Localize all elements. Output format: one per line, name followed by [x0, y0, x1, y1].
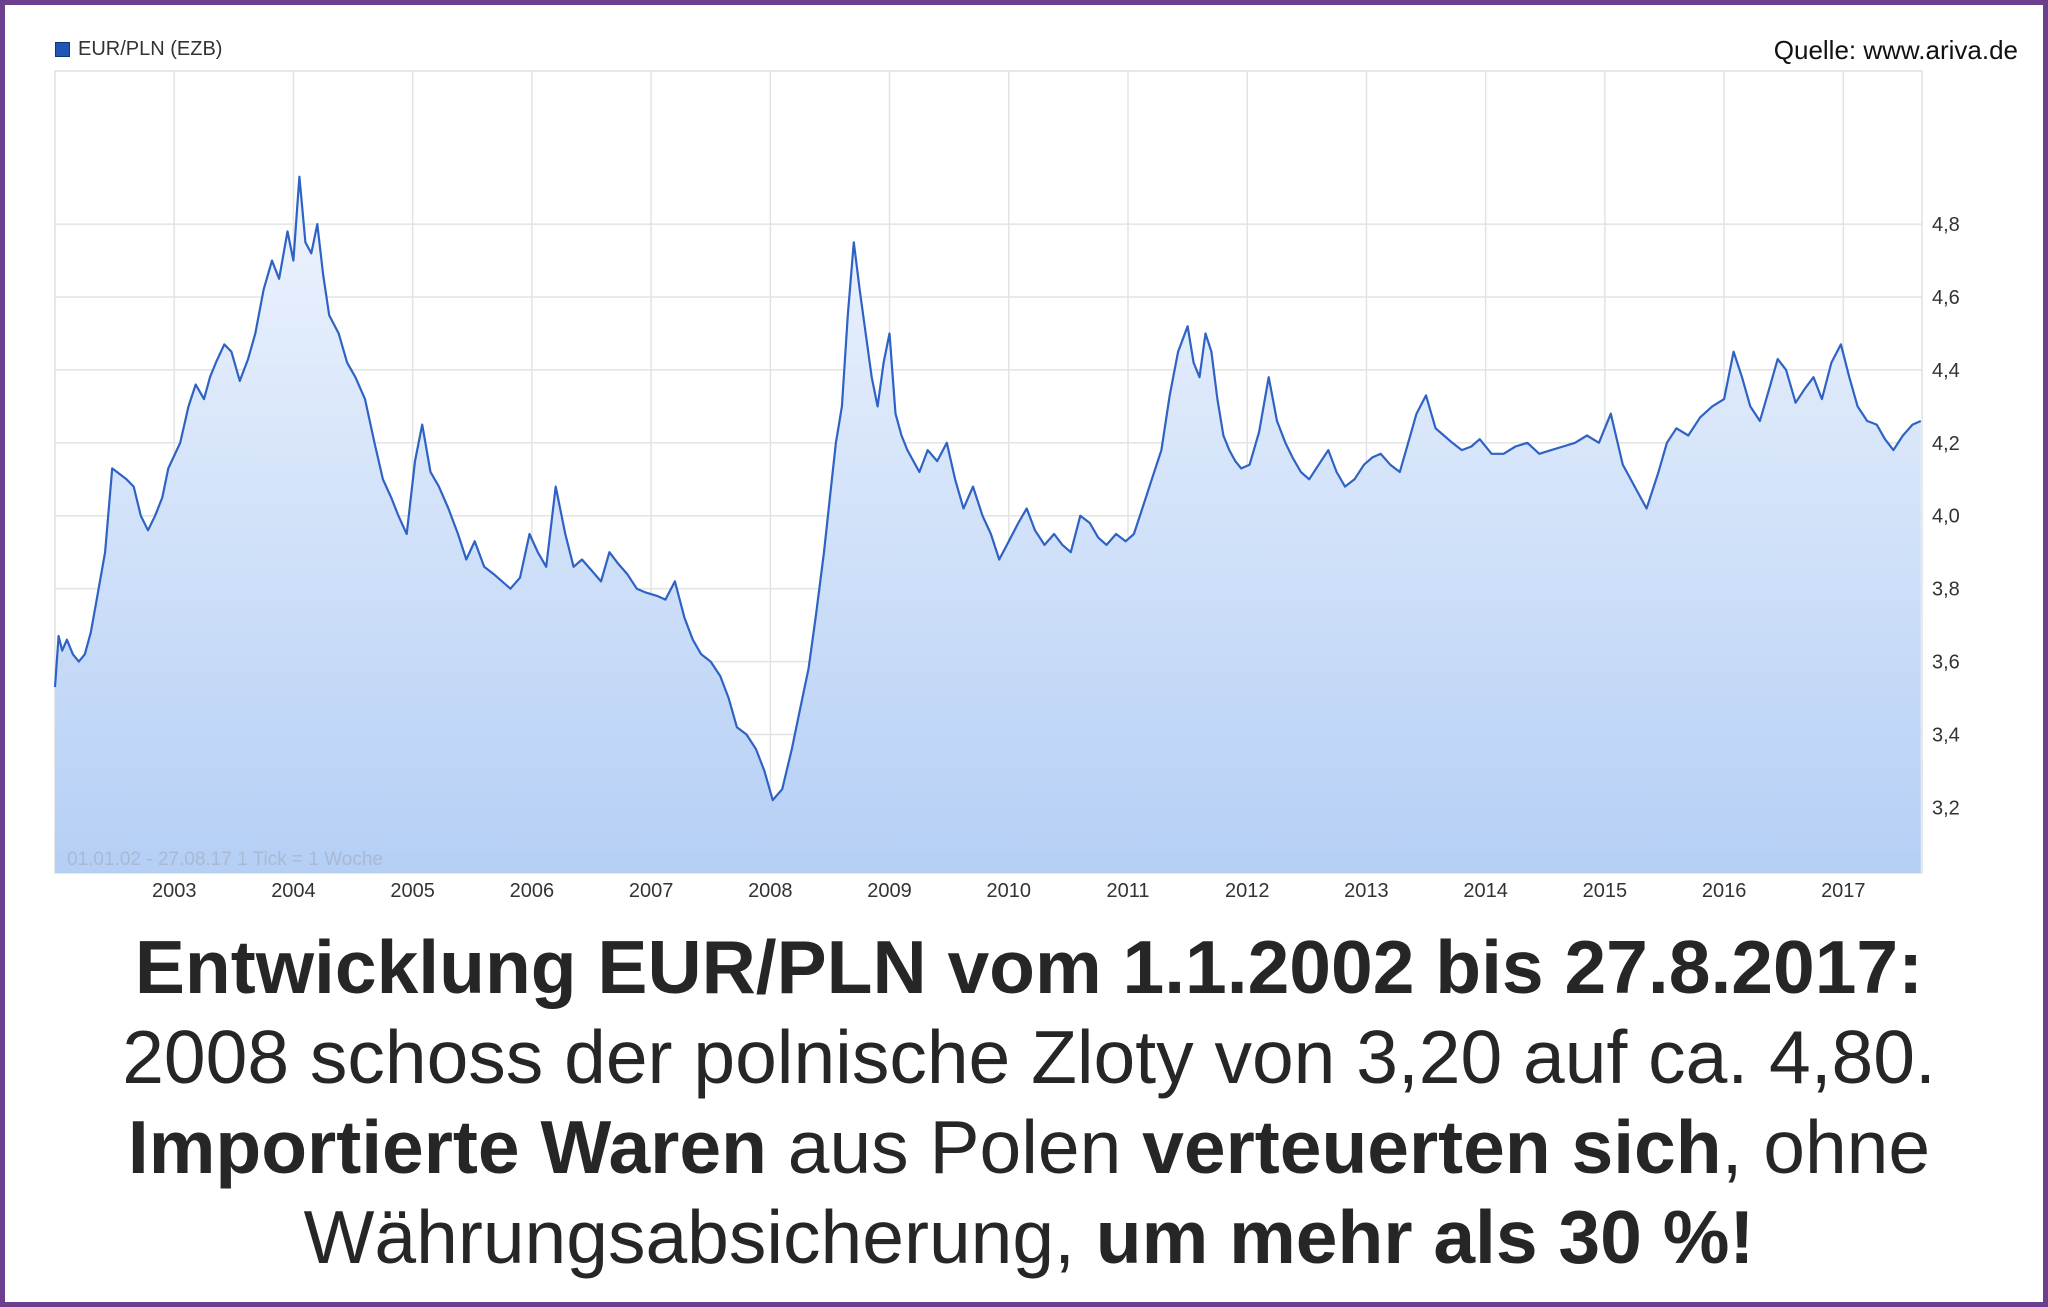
- x-tick-label: 2010: [987, 880, 1032, 902]
- y-tick-label: 3,2: [1932, 797, 1960, 819]
- x-tick-label: 2008: [748, 880, 793, 902]
- y-tick-label: 3,6: [1932, 652, 1960, 674]
- caption-text-2: 2008 schoss der polnische Zloty von 3,20…: [122, 1015, 1936, 1099]
- x-tick-label: 2013: [1344, 880, 1389, 902]
- legend-swatch: [55, 42, 70, 57]
- caption-bold-percent: um mehr als 30 %!: [1095, 1195, 1755, 1279]
- caption-line-4: Währungsabsicherung, um mehr als 30 %!: [5, 1192, 2048, 1282]
- y-tick-label: 4,0: [1932, 506, 1960, 528]
- caption-text-4a: Währungsabsicherung,: [303, 1195, 1096, 1279]
- y-tick-label: 4,4: [1932, 360, 1960, 382]
- chart-info-text: 01.01.02 - 27.08.17 1 Tick = 1 Woche: [67, 849, 383, 870]
- caption-bold-more-expensive: verteuerten sich: [1142, 1105, 1722, 1189]
- y-tick-label: 4,8: [1932, 214, 1960, 236]
- y-tick-label: 3,4: [1932, 724, 1960, 746]
- caption-text-3b: aus Polen: [766, 1105, 1143, 1189]
- x-tick-label: 2003: [152, 880, 197, 902]
- x-tick-label: 2007: [629, 880, 674, 902]
- x-tick-label: 2006: [510, 880, 555, 902]
- caption-line-2: 2008 schoss der polnische Zloty von 3,20…: [5, 1012, 2048, 1102]
- series-area: [55, 176, 1921, 873]
- series-line: [53, 175, 1922, 802]
- x-tick-label: 2014: [1463, 880, 1508, 902]
- source-label: Quelle: www.ariva.de: [1773, 35, 2018, 65]
- caption-line-1: Entwicklung EUR/PLN vom 1.1.2002 bis 27.…: [5, 922, 2048, 1012]
- y-tick-label: 4,6: [1932, 287, 1960, 309]
- chart: 01.01.02 - 27.08.17 1 Tick = 1 Woche 3,2 3…: [53, 70, 1960, 902]
- caption-line-3: Importierte Waren aus Polen verteuerten …: [5, 1102, 2048, 1192]
- caption-bold-imported-goods: Importierte Waren: [127, 1105, 767, 1189]
- caption-heading: Entwicklung EUR/PLN vom 1.1.2002 bis 27.…: [134, 925, 1924, 1009]
- x-tick-label: 2004: [271, 880, 316, 902]
- x-tick-label: 2015: [1583, 880, 1628, 902]
- x-tick-label: 2011: [1106, 880, 1149, 902]
- x-tick-label: 2005: [390, 880, 435, 902]
- legend-label: EUR/PLN (EZB): [78, 38, 223, 60]
- x-tick-label: 2012: [1225, 880, 1270, 902]
- legend: EUR/PLN (EZB): [55, 38, 222, 61]
- x-tick-label: 2017: [1821, 880, 1866, 902]
- x-tick-label: 2009: [867, 880, 912, 902]
- y-tick-label: 4,2: [1932, 433, 1960, 455]
- y-tick-label: 3,8: [1932, 579, 1960, 601]
- caption-text-3d: , ohne: [1721, 1105, 1931, 1189]
- x-tick-label: 2016: [1702, 880, 1747, 902]
